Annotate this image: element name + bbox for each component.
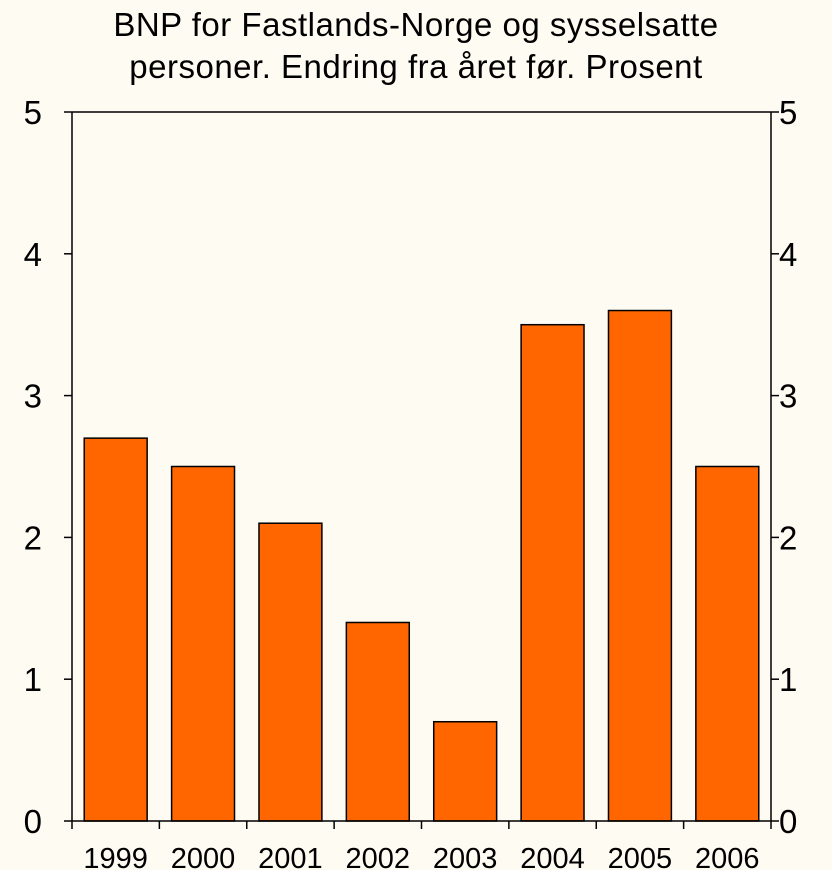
y-tick-label-right-1: 1	[779, 661, 797, 698]
x-tick-label-2000: 2000	[171, 843, 236, 870]
bar-2002	[346, 622, 409, 821]
x-tick-label-2002: 2002	[346, 843, 411, 870]
bar-2005	[608, 311, 671, 821]
x-tick-label-2003: 2003	[433, 843, 498, 870]
bar-2006	[696, 467, 759, 822]
y-tick-label-right-4: 4	[779, 236, 797, 273]
y-tick-label-left-4: 4	[24, 236, 42, 273]
y-tick-label-right-2: 2	[779, 519, 797, 556]
bar-2004	[521, 325, 584, 821]
y-tick-label-left-2: 2	[24, 519, 42, 556]
x-tick-label-2004: 2004	[520, 843, 585, 870]
y-tick-label-left-3: 3	[24, 378, 42, 415]
y-tick-label-left-5: 5	[24, 94, 42, 131]
y-tick-label-left-0: 0	[24, 803, 42, 840]
bar-1999	[84, 438, 147, 821]
x-tick-label-2005: 2005	[608, 843, 673, 870]
y-tick-label-right-5: 5	[779, 94, 797, 131]
x-tick-label-2006: 2006	[695, 843, 760, 870]
bar-2001	[259, 523, 322, 821]
bar-2003	[434, 722, 497, 821]
y-tick-label-right-3: 3	[779, 378, 797, 415]
x-tick-label-1999: 1999	[83, 843, 148, 870]
bar-2000	[172, 467, 235, 822]
y-tick-label-left-1: 1	[24, 661, 42, 698]
x-tick-label-2001: 2001	[258, 843, 323, 870]
y-tick-label-right-0: 0	[779, 803, 797, 840]
